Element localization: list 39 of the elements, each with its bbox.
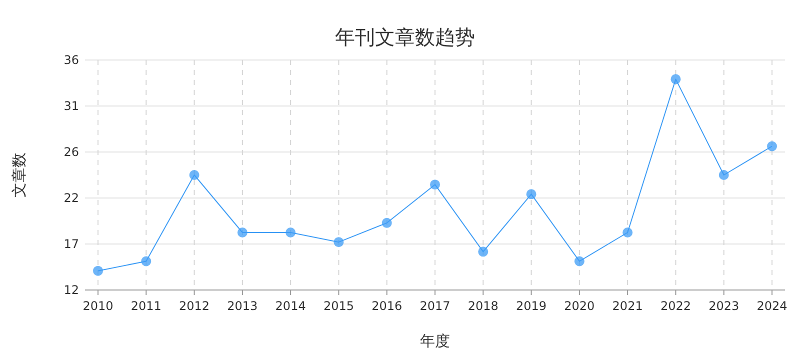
- x-tick-label: 2015: [323, 299, 354, 313]
- point: [237, 228, 248, 238]
- x-tick-label: 2011: [130, 299, 162, 313]
- point: [478, 246, 488, 257]
- x-tick-label: 2013: [227, 299, 258, 313]
- point: [334, 237, 344, 248]
- point: [430, 180, 440, 190]
- x-tick-label: 2016: [372, 299, 402, 313]
- point: [767, 141, 777, 152]
- y-tick-label: 22: [64, 191, 79, 205]
- point: [670, 74, 681, 84]
- point: [574, 256, 584, 266]
- x-tick-label: 2018: [468, 299, 498, 313]
- x-tick-label: 2019: [516, 299, 547, 313]
- point: [286, 228, 296, 238]
- x-axis-title: 年度: [420, 332, 450, 350]
- x-tick-label: 2014: [275, 299, 306, 313]
- point: [526, 189, 536, 200]
- x-tick-label: 2010: [82, 299, 114, 313]
- x-tick-label: 2024: [756, 299, 788, 313]
- point: [382, 218, 392, 228]
- y-tick-label: 26: [64, 145, 79, 159]
- point: [93, 266, 103, 276]
- x-tick-label: 2020: [564, 299, 595, 313]
- x-tick-label: 2023: [708, 299, 740, 313]
- point: [622, 228, 633, 238]
- x-tick-label: 2021: [612, 299, 643, 313]
- y-tick-label: 31: [64, 99, 79, 113]
- point: [189, 170, 200, 180]
- point: [718, 170, 729, 180]
- point: [141, 256, 152, 266]
- x-tick-label: 2012: [179, 299, 210, 313]
- chart-title: 年刊文章数趋势: [335, 25, 475, 49]
- y-tick-label: 17: [64, 237, 79, 251]
- y-axis-title: 文章数: [10, 152, 28, 198]
- x-tick-label: 2022: [660, 299, 691, 313]
- y-tick-label: 12: [64, 283, 79, 297]
- x-tick-label: 2017: [420, 299, 450, 313]
- y-tick-label: 36: [64, 53, 79, 67]
